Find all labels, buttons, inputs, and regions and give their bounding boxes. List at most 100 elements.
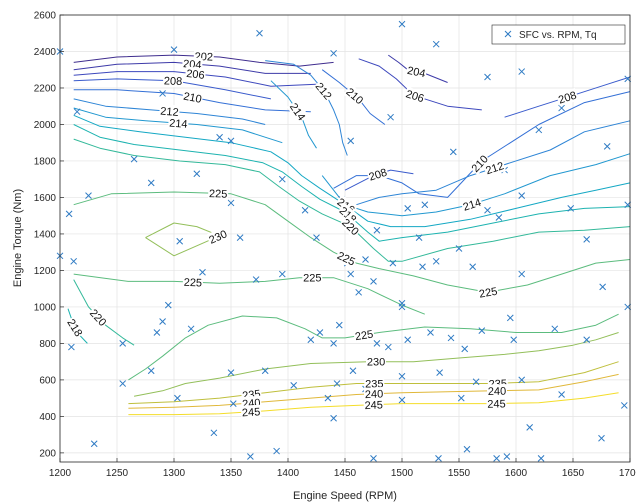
scatter-point bbox=[330, 414, 337, 422]
contour-label-208: 208 bbox=[366, 164, 390, 184]
contour-label-background bbox=[162, 73, 184, 88]
legend-label: SFC vs. RPM, Tq bbox=[519, 30, 597, 41]
scatter-point bbox=[495, 214, 503, 221]
contour-label-230: 230 bbox=[366, 355, 386, 369]
scatter-point bbox=[404, 205, 412, 212]
y-tick-label: 200 bbox=[39, 448, 56, 459]
contour-label-background bbox=[184, 66, 207, 82]
scatter-point bbox=[90, 440, 98, 448]
scatter-point bbox=[68, 343, 75, 351]
legend-box bbox=[491, 24, 626, 45]
scatter-point bbox=[307, 336, 315, 344]
scatter-point bbox=[324, 394, 332, 402]
contour-label-245: 245 bbox=[486, 396, 507, 411]
scatter-point bbox=[518, 270, 526, 278]
scatter-point bbox=[389, 259, 397, 267]
y-tick-label: 2400 bbox=[34, 47, 57, 58]
scatter-point bbox=[503, 453, 511, 460]
scatter-point bbox=[427, 329, 434, 336]
contour-line-206 bbox=[358, 58, 482, 111]
contour-label-210: 210 bbox=[181, 88, 204, 106]
contour-label-206: 206 bbox=[184, 66, 207, 82]
scatter-point bbox=[535, 126, 543, 134]
contour-label-245: 245 bbox=[240, 404, 262, 419]
contour-label-206: 206 bbox=[403, 86, 427, 105]
scatter-point bbox=[373, 340, 381, 347]
scatter-point bbox=[478, 327, 486, 334]
scatter-point bbox=[518, 192, 526, 199]
scatter-point bbox=[119, 340, 127, 347]
contour-label-background bbox=[405, 63, 428, 81]
contour-label-background bbox=[336, 203, 360, 227]
contour-label-background bbox=[486, 396, 507, 411]
contour-label-background bbox=[286, 99, 309, 124]
contour-label-background bbox=[364, 377, 385, 390]
scatter-point bbox=[583, 336, 591, 344]
legend-marker-icon bbox=[504, 30, 512, 38]
scatter-point bbox=[518, 376, 526, 384]
scatter-point bbox=[373, 226, 381, 234]
contour-line-225 bbox=[128, 313, 619, 381]
x-tick-label: 1650 bbox=[562, 468, 585, 479]
scatter-point bbox=[85, 192, 92, 199]
scatter-point bbox=[159, 318, 166, 325]
scatter-point bbox=[493, 454, 500, 462]
contour-label-background bbox=[181, 88, 204, 106]
x-tick-label: 1300 bbox=[163, 468, 186, 479]
contour-label-text: 214 bbox=[169, 118, 188, 131]
scatter-point bbox=[216, 133, 223, 141]
contour-label-208: 208 bbox=[555, 87, 579, 107]
scatter-point bbox=[349, 367, 357, 375]
contour-label-214: 214 bbox=[167, 116, 189, 131]
scatter-point bbox=[558, 104, 565, 112]
scatter-point bbox=[583, 236, 591, 243]
contour-label-text: 225 bbox=[478, 286, 498, 301]
scatter-point bbox=[551, 325, 559, 333]
scatter-point bbox=[227, 199, 235, 207]
contour-label-225: 225 bbox=[182, 275, 204, 289]
contour-label-text: 240 bbox=[488, 386, 507, 398]
scatter-point bbox=[153, 329, 161, 336]
x-tick-label: 1450 bbox=[334, 468, 357, 479]
y-tick-label: 2200 bbox=[34, 83, 57, 94]
contour-line-235 bbox=[128, 361, 619, 405]
contour-label-text: 212 bbox=[484, 160, 505, 177]
scatter-point bbox=[398, 20, 406, 28]
scatter-point bbox=[147, 367, 155, 375]
scatter-point bbox=[387, 113, 394, 121]
scatter-point bbox=[455, 245, 463, 252]
scatter-point bbox=[236, 234, 244, 241]
scatter-point bbox=[463, 445, 471, 453]
contour-label-background bbox=[240, 404, 262, 419]
axis-ticks: 1200 1250 1300 1350 1400 1450 1500 1550 1600 1650… bbox=[34, 11, 636, 480]
scatter-point bbox=[174, 394, 181, 402]
contour-label-208: 208 bbox=[162, 73, 184, 88]
contour-label-background bbox=[467, 151, 492, 176]
contour-label-text: 208 bbox=[368, 167, 389, 184]
scatter-point bbox=[419, 263, 426, 271]
scatter-points bbox=[56, 20, 632, 462]
contour-label-background bbox=[366, 164, 390, 184]
y-tick-label: 1200 bbox=[34, 266, 57, 277]
scatter-point bbox=[436, 369, 443, 376]
contour-label-text: 225 bbox=[303, 273, 321, 285]
scatter-point bbox=[187, 325, 195, 333]
scatter-point bbox=[316, 329, 324, 336]
y-tick-label: 1400 bbox=[34, 229, 57, 240]
contour-label-text: 245 bbox=[242, 406, 261, 419]
scatter-point bbox=[603, 143, 611, 150]
x-tick-label: 1250 bbox=[106, 468, 129, 479]
x-tick-label: 1700 bbox=[619, 468, 636, 479]
contour-label-225: 225 bbox=[477, 284, 500, 301]
contour-label-background bbox=[206, 226, 230, 247]
scatter-point bbox=[398, 396, 406, 404]
contour-label-background bbox=[486, 384, 508, 398]
scatter-point bbox=[278, 175, 286, 183]
scatter-point bbox=[506, 314, 514, 322]
x-axis-label: Engine Speed (RPM) bbox=[293, 490, 397, 502]
scatter-point bbox=[347, 270, 355, 278]
contour-label-text: 208 bbox=[164, 75, 183, 88]
contour-label-text: 210 bbox=[182, 90, 202, 105]
scatter-point bbox=[273, 447, 280, 455]
